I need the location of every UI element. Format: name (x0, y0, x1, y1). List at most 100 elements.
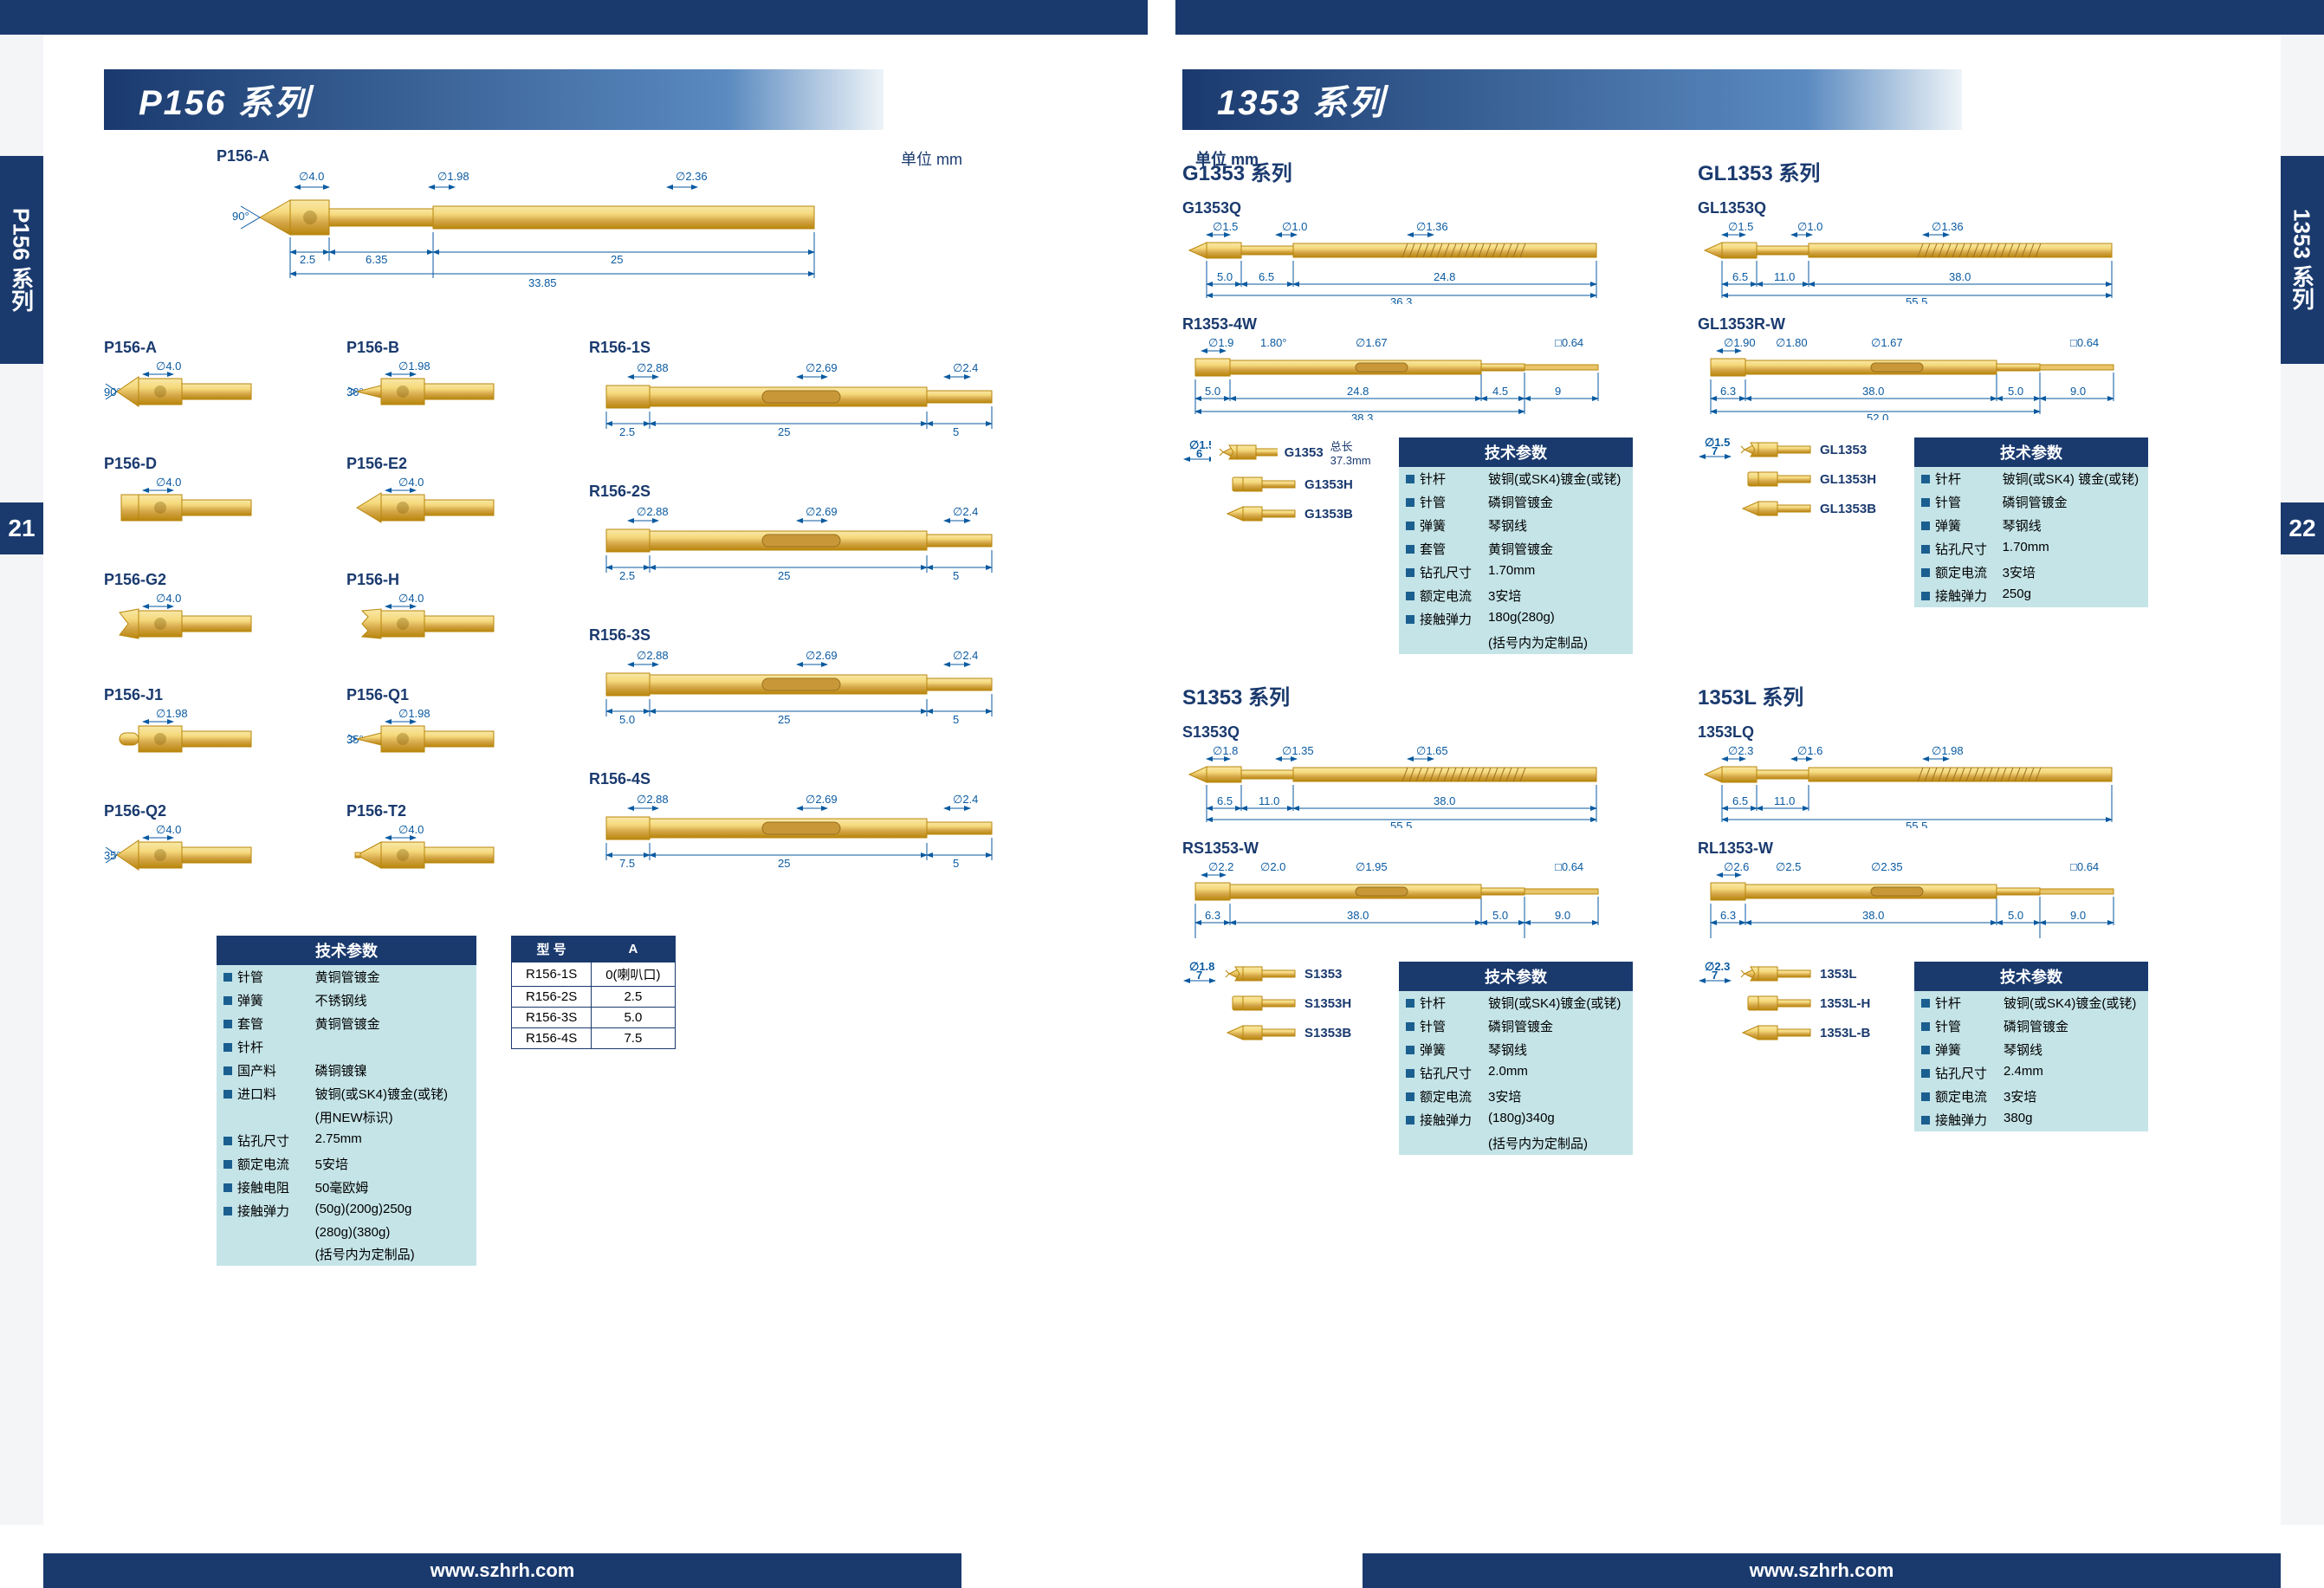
svg-text:5.0: 5.0 (1205, 385, 1220, 398)
svg-text:∅2.69: ∅2.69 (806, 649, 838, 662)
tip-GL1353B: GL1353B (1698, 496, 1897, 521)
right-side-tab: 1353 系列 (2281, 156, 2324, 364)
page-number-right: 22 (2281, 502, 2324, 554)
svg-text:6.5: 6.5 (1217, 794, 1233, 807)
tip-GL1353H: GL1353H (1698, 467, 1897, 491)
tip-S1353: ∅1.87 S1353 (1182, 962, 1382, 986)
svg-text:38.0: 38.0 (1862, 909, 1884, 922)
svg-text:5.0: 5.0 (2008, 909, 2023, 922)
svg-text:∅2.69: ∅2.69 (806, 793, 838, 806)
svg-text:4.5: 4.5 (1492, 385, 1508, 398)
footer-url-right: www.szhrh.com (1363, 1553, 2281, 1588)
svg-text:11.0: 11.0 (1774, 794, 1795, 807)
svg-text:5.0: 5.0 (1492, 909, 1508, 922)
svg-text:∅2.69: ∅2.69 (806, 361, 838, 374)
series-header-right: 1353 系列 (1182, 69, 1962, 130)
recept-R156-2S: R156-2S ∅2.88∅2.69∅2.4 2.5 25 5 (589, 483, 1022, 596)
group-S1353 系列: S1353 系列 S1353Q ∅1.8∅1.35∅1.65 6.5 11.0 … (1182, 671, 1672, 1155)
spec-S1353 系列: 技术参数针杆铍铜(或SK4)镀金(或铑)针管磷铜管镀金弹簧琴钢线钻孔尺寸2.0m… (1399, 962, 1633, 1155)
svg-text:38.0: 38.0 (1434, 794, 1455, 807)
svg-text:25: 25 (778, 857, 790, 870)
tip-S1353H: S1353H (1182, 991, 1382, 1015)
tip-S1353B: S1353B (1182, 1021, 1382, 1045)
spread-gap (1148, 0, 1175, 1588)
p156-main-drawing: ∅4.0 ∅1.98 ∅2.36 90° 2.5 6.35 25 (217, 170, 866, 317)
svg-text:38.0: 38.0 (1949, 270, 1971, 283)
svg-text:2.5: 2.5 (619, 425, 635, 438)
footer-url-left: www.szhrh.com (43, 1553, 961, 1588)
p156-main-label: P156-A (217, 147, 1022, 165)
svg-text:∅1.98: ∅1.98 (156, 709, 188, 720)
spec-header: 技术参数 (217, 936, 476, 965)
svg-text:5.0: 5.0 (1217, 270, 1233, 283)
svg-text:∅2.3: ∅2.3 (1728, 746, 1753, 757)
svg-text:25: 25 (611, 253, 623, 266)
svg-text:7: 7 (1712, 969, 1718, 982)
svg-text:∅4.0: ∅4.0 (398, 477, 424, 489)
svg-text:9: 9 (1555, 385, 1561, 398)
svg-text:∅1.98: ∅1.98 (437, 170, 469, 183)
svg-text:24.8: 24.8 (1434, 270, 1455, 283)
svg-text:∅1.35: ∅1.35 (1282, 746, 1314, 757)
svg-text:2.5: 2.5 (619, 569, 635, 582)
svg-text:∅4.0: ∅4.0 (156, 477, 181, 489)
spec-GL1353 系列: 技术参数针杆铍铜(或SK4) 镀金(或铑)针管磷铜管镀金弹簧琴钢线钻孔尺寸1.7… (1914, 438, 2148, 607)
svg-text:9.0: 9.0 (1555, 909, 1570, 922)
svg-text:□0.64: □0.64 (2070, 862, 2099, 873)
p156-tip-grid: P156-A ∅4.0 90° P156-B ∅1.98 30° P156-D … (104, 339, 563, 914)
svg-text:2.5: 2.5 (300, 253, 315, 266)
tip-G1353: ∅1.56 G1353总长37.3mm (1182, 438, 1382, 467)
svg-text:∅2.88: ∅2.88 (637, 361, 669, 374)
svg-text:6.3: 6.3 (1720, 385, 1736, 398)
svg-text:∅2.0: ∅2.0 (1260, 862, 1285, 873)
svg-text:∅4.0: ∅4.0 (156, 825, 181, 836)
svg-text:∅4.0: ∅4.0 (398, 593, 424, 605)
svg-text:55.5: 55.5 (1906, 820, 1927, 828)
left-side-tab: P156 系列 (0, 156, 43, 364)
page-left: P156-A ∅4.0 ∅1.98 ∅2.36 90° 2.5 6.35 (104, 147, 1022, 1266)
svg-text:∅1.67: ∅1.67 (1356, 338, 1388, 349)
svg-text:11.0: 11.0 (1259, 794, 1279, 807)
svg-text:∅1.90: ∅1.90 (1724, 338, 1756, 349)
svg-text:6.3: 6.3 (1720, 909, 1736, 922)
svg-text:∅2.88: ∅2.88 (637, 649, 669, 662)
tip-1353L: ∅2.37 1353L (1698, 962, 1897, 986)
svg-text:25: 25 (778, 569, 790, 582)
svg-text:∅1.65: ∅1.65 (1416, 746, 1448, 757)
tip-P156-E2: P156-E2 ∅4.0 (346, 455, 563, 567)
svg-text:24.8: 24.8 (1347, 385, 1369, 398)
svg-text:5.0: 5.0 (619, 713, 635, 726)
recept-R156-3S: R156-3S ∅2.88∅2.69∅2.4 5.0 25 5 (589, 626, 1022, 740)
svg-text:∅4.0: ∅4.0 (156, 361, 181, 373)
svg-text:∅2.88: ∅2.88 (637, 793, 669, 806)
tip-P156-G2: P156-G2 ∅4.0 (104, 571, 320, 683)
svg-text:∅2.4: ∅2.4 (953, 361, 978, 374)
svg-text:7.5: 7.5 (619, 857, 635, 870)
svg-text:6.35: 6.35 (366, 253, 387, 266)
svg-text:38.3: 38.3 (1351, 412, 1373, 420)
tip-P156-J1: P156-J1 ∅1.98 (104, 686, 320, 798)
svg-text:55.5: 55.5 (1390, 820, 1412, 828)
spec-G1353 系列: 技术参数针杆铍铜(或SK4)镀金(或铑)针管磷铜管镀金弹簧琴钢线套管黄铜管镀金钻… (1399, 438, 1633, 654)
svg-text:9.0: 9.0 (2070, 909, 2086, 922)
svg-text:∅1.36: ∅1.36 (1932, 222, 1964, 233)
page-right: G1353 系列 G1353Q ∅1.5∅1.0∅1.36 5.0 6.5 24… (1182, 147, 2187, 1155)
svg-text:38.0: 38.0 (1862, 385, 1884, 398)
group-GL1353 系列: GL1353 系列 GL1353Q ∅1.5∅1.0∅1.36 6.5 11.0… (1698, 147, 2187, 654)
recept-R156-4S: R156-4S ∅2.88∅2.69∅2.4 7.5 25 5 (589, 770, 1022, 884)
tip-P156-Q1: P156-Q1 ∅1.98 35° (346, 686, 563, 798)
spec-1353L 系列: 技术参数针杆铍铜(或SK4)镀金(或铑)针管磷铜管镀金弹簧琴钢线钻孔尺寸2.4m… (1914, 962, 2148, 1131)
tip-P156-T2: P156-T2 ∅4.0 (346, 802, 563, 914)
tip-P156-D: P156-D ∅4.0 (104, 455, 320, 567)
svg-text:∅2.4: ∅2.4 (953, 649, 978, 662)
svg-text:6: 6 (1196, 447, 1202, 460)
svg-text:5: 5 (953, 713, 959, 726)
svg-text:∅4.0: ∅4.0 (398, 825, 424, 836)
svg-text:∅1.9: ∅1.9 (1208, 338, 1233, 349)
svg-text:∅2.6: ∅2.6 (1724, 862, 1749, 873)
svg-text:5: 5 (953, 425, 959, 438)
group-1353L 系列: 1353L 系列 1353LQ ∅2.3∅1.6∅1.98 6.5 11.0 5… (1698, 671, 2187, 1155)
svg-text:∅2.2: ∅2.2 (1208, 862, 1233, 873)
svg-text:∅1.6: ∅1.6 (1797, 746, 1822, 757)
tip-P156-A: P156-A ∅4.0 90° (104, 339, 320, 450)
